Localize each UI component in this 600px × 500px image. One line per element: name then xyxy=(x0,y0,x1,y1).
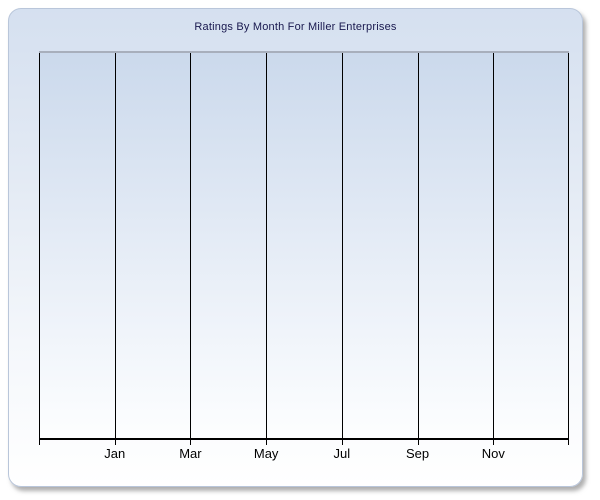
chart-panel: Ratings By Month For Miller Enterprises … xyxy=(8,8,583,487)
axis-tick xyxy=(341,440,343,445)
axis-tick xyxy=(39,440,40,445)
plot-area: Jan Mar May Jul Sep Nov xyxy=(39,51,569,461)
axis-tick xyxy=(114,440,116,445)
axis-tick xyxy=(266,440,268,445)
axis-tick xyxy=(568,440,569,445)
x-axis-label-jul: Jul xyxy=(333,446,351,461)
gridline xyxy=(417,53,419,438)
gridline xyxy=(341,53,343,438)
chart-title: Ratings By Month For Miller Enterprises xyxy=(194,21,397,33)
gridline xyxy=(568,53,569,438)
x-axis-label-nov: Nov xyxy=(481,446,505,461)
gridline xyxy=(493,53,495,438)
axis-tick xyxy=(493,440,495,445)
axis-tick xyxy=(190,440,192,445)
gridline xyxy=(39,53,40,438)
gridline xyxy=(190,53,192,438)
axis-tick xyxy=(417,440,419,445)
gridline xyxy=(114,53,116,438)
x-axis-label-mar: Mar xyxy=(179,446,202,461)
gridline xyxy=(266,53,268,438)
x-axis-label-may: May xyxy=(253,446,279,461)
x-axis-label-sep: Sep xyxy=(405,446,430,461)
x-axis-label-jan: Jan xyxy=(104,446,126,461)
